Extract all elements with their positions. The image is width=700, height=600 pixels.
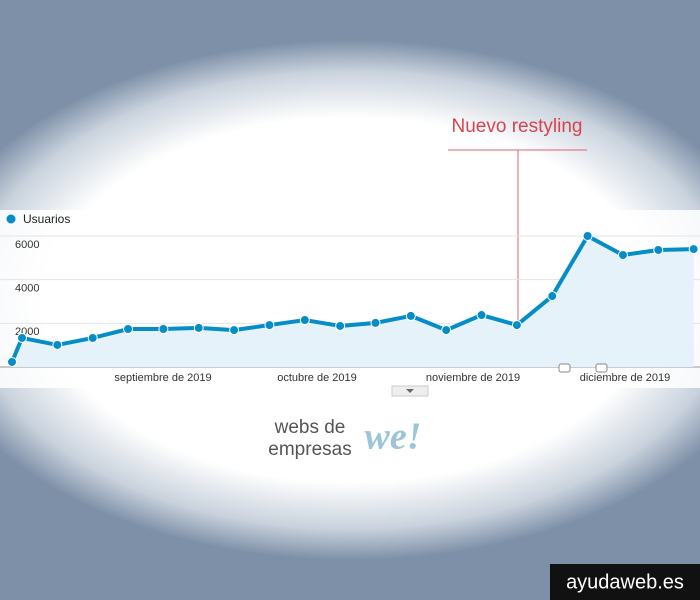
point (7, 356, 17, 367)
x-tick-label: septiembre de 2019 (114, 372, 211, 384)
point (688, 244, 699, 255)
point (370, 317, 381, 328)
note-icon (558, 363, 571, 373)
logo-mark: we! (365, 416, 422, 458)
area (12, 236, 694, 367)
point (441, 325, 452, 336)
watermark: ayudaweb.es (566, 571, 684, 593)
point (476, 310, 487, 321)
point (264, 320, 275, 331)
point (405, 310, 416, 321)
point (653, 244, 664, 255)
point (582, 231, 593, 241)
point (511, 320, 522, 331)
point (193, 322, 204, 333)
point (52, 339, 63, 350)
logo-line2: empresas (268, 439, 351, 460)
point (335, 320, 346, 331)
x-tick-label: diciembre de 2019 (580, 372, 671, 384)
expand-arrow (406, 389, 414, 393)
point (299, 315, 310, 326)
point (87, 332, 98, 343)
x-tick-label: noviembre de 2019 (426, 372, 520, 384)
legend-swatch (6, 214, 16, 224)
note-icon (595, 363, 608, 373)
y-tick-label: 6000 (15, 239, 39, 251)
legend-label: Usuarios (23, 212, 70, 226)
x-tick-label: octubre de 2019 (277, 372, 357, 384)
annotation: Nuevo restyling (452, 116, 583, 137)
point (158, 324, 169, 335)
point (17, 332, 27, 343)
point (123, 324, 134, 335)
logo-line1: webs de (274, 417, 346, 438)
watermark-box (550, 564, 700, 600)
point (229, 325, 240, 336)
point (547, 291, 558, 302)
point (617, 249, 628, 260)
y-tick-label: 4000 (15, 283, 39, 295)
